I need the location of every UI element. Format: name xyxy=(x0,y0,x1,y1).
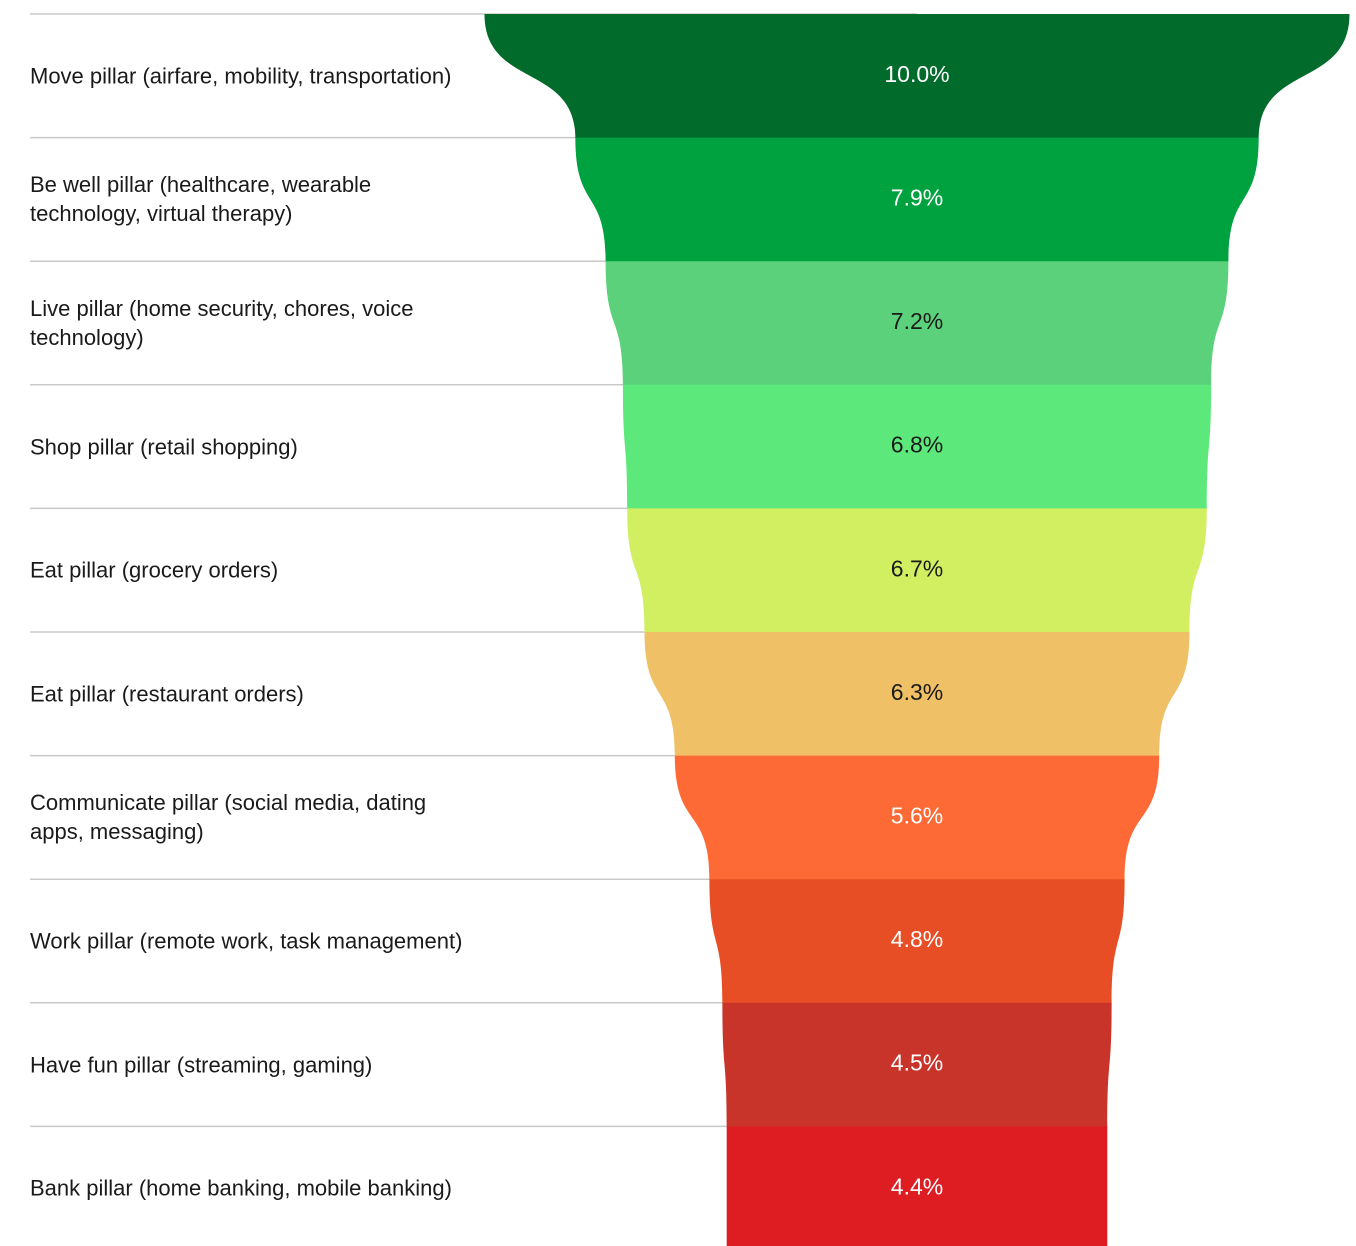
category-label: Bank pillar (home banking, mobile bankin… xyxy=(30,1175,452,1201)
funnel-segment xyxy=(484,14,1350,139)
value-label: 10.0% xyxy=(884,61,949,87)
category-label: Be well pillar (healthcare, wearable tec… xyxy=(30,172,372,227)
funnel-segment xyxy=(644,632,1190,757)
funnel-segment xyxy=(674,755,1160,880)
category-label: Shop pillar (retail shopping) xyxy=(30,434,298,460)
value-label: 4.8% xyxy=(891,926,943,952)
funnel-segment xyxy=(622,384,1212,509)
value-label: 6.3% xyxy=(891,679,943,705)
funnel-segment xyxy=(627,508,1207,633)
value-label: 5.6% xyxy=(891,802,943,828)
funnel-segment xyxy=(709,879,1125,1004)
value-label: 6.8% xyxy=(891,432,943,458)
category-label: Move pillar (airfare, mobility, transpor… xyxy=(30,63,452,89)
category-label: Eat pillar (grocery orders) xyxy=(30,557,279,583)
funnel-segment xyxy=(726,1126,1108,1246)
category-label: Live pillar (home security, chores, voic… xyxy=(30,296,414,350)
value-label: 4.5% xyxy=(891,1050,943,1076)
value-label: 4.4% xyxy=(891,1173,943,1199)
category-label: Communicate pillar (social media, dating… xyxy=(30,790,427,845)
funnel-segment xyxy=(722,1002,1112,1127)
value-label: 7.9% xyxy=(891,184,943,210)
category-label: Have fun pillar (streaming, gaming) xyxy=(30,1052,373,1078)
value-label: 7.2% xyxy=(891,308,943,334)
value-label: 6.7% xyxy=(891,555,943,581)
category-label: Eat pillar (restaurant orders) xyxy=(30,681,304,707)
funnel-segment xyxy=(575,137,1259,262)
category-label: Work pillar (remote work, task managemen… xyxy=(30,928,463,954)
funnel-segment xyxy=(605,261,1229,386)
